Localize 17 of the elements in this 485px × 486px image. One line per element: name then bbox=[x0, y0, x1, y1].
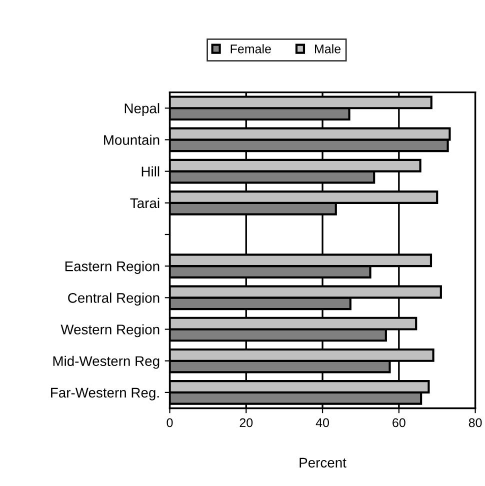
legend-label: Male bbox=[315, 44, 341, 54]
y-tick-label: Mountain bbox=[104, 134, 160, 145]
legend-label: Female bbox=[230, 44, 271, 54]
y-tick-label: Western Region bbox=[60, 324, 160, 338]
y-tick-label: Nepal bbox=[124, 103, 160, 116]
x-tick-label: 0 bbox=[166, 418, 173, 428]
y-tick-label: Hill bbox=[142, 166, 160, 176]
x-tick-label: 80 bbox=[468, 418, 482, 428]
y-tick-label: Eastern Region bbox=[65, 261, 160, 274]
y-tick-label: Central Region bbox=[68, 292, 160, 306]
x-axis-title: Percent bbox=[300, 458, 346, 468]
x-tick-label: 40 bbox=[316, 418, 329, 428]
y-tick-label: Tarai bbox=[130, 198, 160, 208]
y-tick-label: Mid-Western Reg bbox=[53, 356, 160, 369]
x-tick-label: 20 bbox=[240, 418, 253, 428]
y-tick-label: Far-Western Reg. bbox=[51, 388, 159, 400]
x-tick-label: 60 bbox=[392, 418, 406, 428]
